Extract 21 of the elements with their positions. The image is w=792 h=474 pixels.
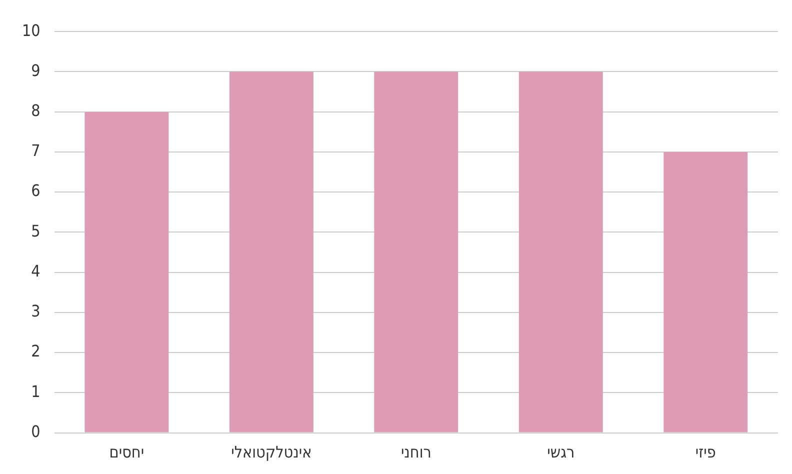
x-tick-label: אינטלקטואלי <box>231 442 312 462</box>
y-tick-label: 1 <box>31 382 40 401</box>
y-tick-label: 6 <box>31 181 40 200</box>
bar <box>664 152 748 432</box>
y-tick-label: 10 <box>22 20 40 40</box>
y-tick-label: 8 <box>31 100 40 120</box>
bar <box>229 72 314 432</box>
x-tick-label: רוחני <box>400 442 432 462</box>
y-tick-label: 5 <box>31 221 40 240</box>
x-tick-label: פיזי <box>695 442 716 462</box>
y-tick-label: 9 <box>31 60 40 80</box>
x-tick-label: יחסים <box>109 442 144 462</box>
y-tick-label: 4 <box>31 261 40 280</box>
bar <box>374 72 458 432</box>
x-tick-label: רגשי <box>547 442 575 462</box>
bar <box>518 72 603 432</box>
y-tick-label: 0 <box>31 422 40 441</box>
y-tick-label: 2 <box>31 342 40 361</box>
bar <box>84 112 169 432</box>
y-tick-label: 7 <box>31 141 40 160</box>
y-tick-label: 3 <box>31 302 40 321</box>
